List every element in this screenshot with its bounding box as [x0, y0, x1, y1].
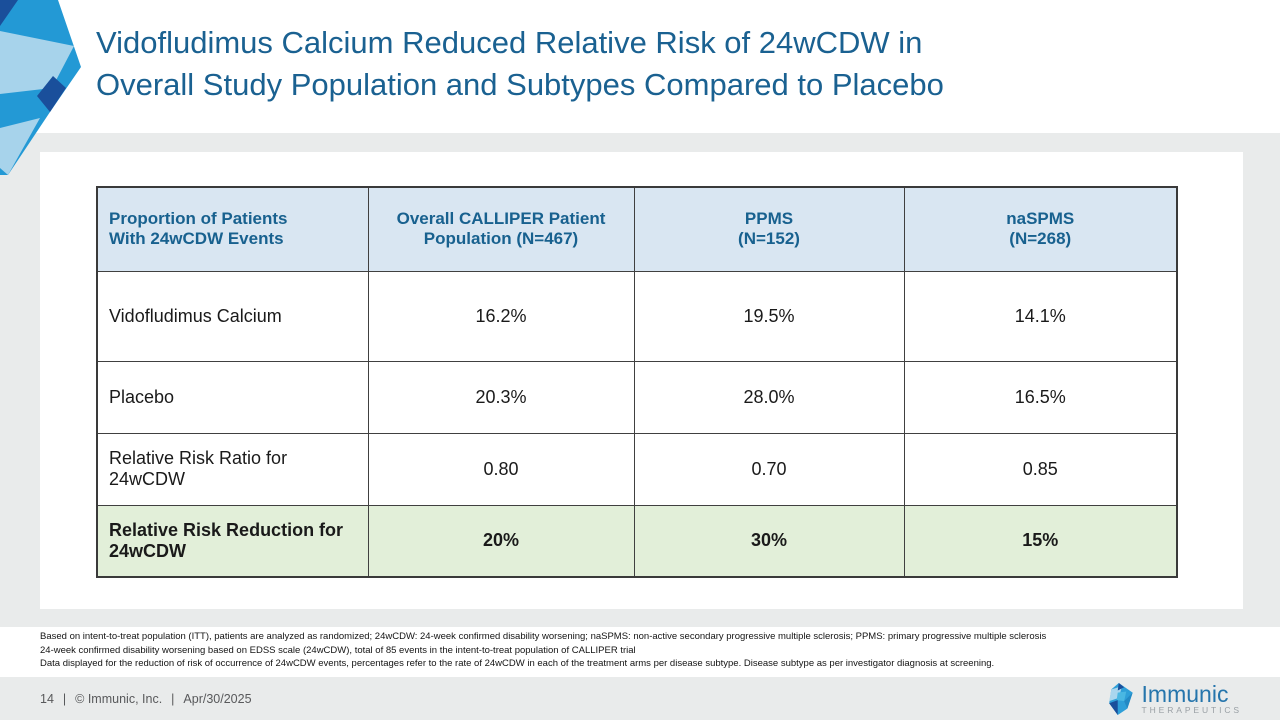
immunic-logo: Immunic THERAPEUTICS — [1108, 680, 1242, 715]
cell-value: 15% — [903, 504, 1178, 578]
separator: | — [171, 691, 175, 706]
row-label: Relative Risk Ratio for 24wCDW — [96, 432, 369, 506]
title-line-2: Overall Study Population and Subtypes Co… — [96, 67, 944, 102]
footnote-line: Data displayed for the reduction of risk… — [40, 658, 995, 669]
logo-brand-subtitle: THERAPEUTICS — [1141, 704, 1242, 715]
cell-value: 0.85 — [903, 432, 1178, 506]
table-row-vidofludimus: Vidofludimus Calcium 16.2% 19.5% 14.1% — [96, 270, 1178, 362]
title-line-1: Vidofludimus Calcium Reduced Relative Ri… — [96, 25, 923, 60]
cell-value: 0.80 — [367, 432, 635, 506]
footer-date: Apr/30/2025 — [183, 691, 252, 706]
cell-value: 20.3% — [367, 360, 635, 434]
row-label: Relative Risk Reduction for 24wCDW — [96, 504, 369, 578]
footnote-line: 24-week confirmed disability worsening b… — [40, 644, 636, 656]
table-row-placebo: Placebo 20.3% 28.0% 16.5% — [96, 360, 1178, 434]
cell-value: 16.5% — [903, 360, 1178, 434]
table-header-row: Proportion of Patients With 24wCDW Event… — [96, 186, 1178, 272]
footer-meta: 14 | © Immunic, Inc. | Apr/30/2025 — [40, 692, 252, 706]
logo-brand-name: Immunic — [1141, 680, 1229, 707]
cell-value: 14.1% — [903, 270, 1178, 362]
footer-bar: 14 | © Immunic, Inc. | Apr/30/2025 Immun… — [0, 677, 1280, 720]
copyright-text: © Immunic, Inc. — [75, 691, 163, 706]
header-ppms: PPMS (N=152) — [633, 186, 905, 272]
header-overall-population: Overall CALLIPER Patient Population (N=4… — [367, 186, 635, 272]
row-label: Vidofludimus Calcium — [96, 270, 369, 362]
logo-text: Immunic THERAPEUTICS — [1141, 680, 1242, 715]
page-title: Vidofludimus Calcium Reduced Relative Ri… — [96, 22, 1216, 106]
footnote-line: Based on intent-to-treat population (ITT… — [40, 631, 1047, 642]
page-number: 14 — [40, 691, 54, 706]
cell-value: 28.0% — [633, 360, 905, 434]
header-naspms: naSPMS (N=268) — [903, 186, 1178, 272]
footnotes: Based on intent-to-treat population (ITT… — [40, 630, 1250, 671]
separator: | — [62, 691, 67, 706]
cell-value: 16.2% — [367, 270, 635, 362]
immunic-gem-decoration-icon — [0, 0, 81, 175]
table-row-risk-reduction: Relative Risk Reduction for 24wCDW 20% 3… — [96, 504, 1178, 578]
cell-value: 19.5% — [633, 270, 905, 362]
cell-value: 20% — [367, 504, 635, 578]
table-row-risk-ratio: Relative Risk Ratio for 24wCDW 0.80 0.70… — [96, 432, 1178, 506]
row-label: Placebo — [96, 360, 369, 434]
immunic-gem-icon — [1108, 682, 1133, 715]
results-table: Proportion of Patients With 24wCDW Event… — [96, 186, 1178, 578]
header-proportion-patients: Proportion of Patients With 24wCDW Event… — [96, 186, 369, 272]
cell-value: 0.70 — [633, 432, 905, 506]
cell-value: 30% — [633, 504, 905, 578]
